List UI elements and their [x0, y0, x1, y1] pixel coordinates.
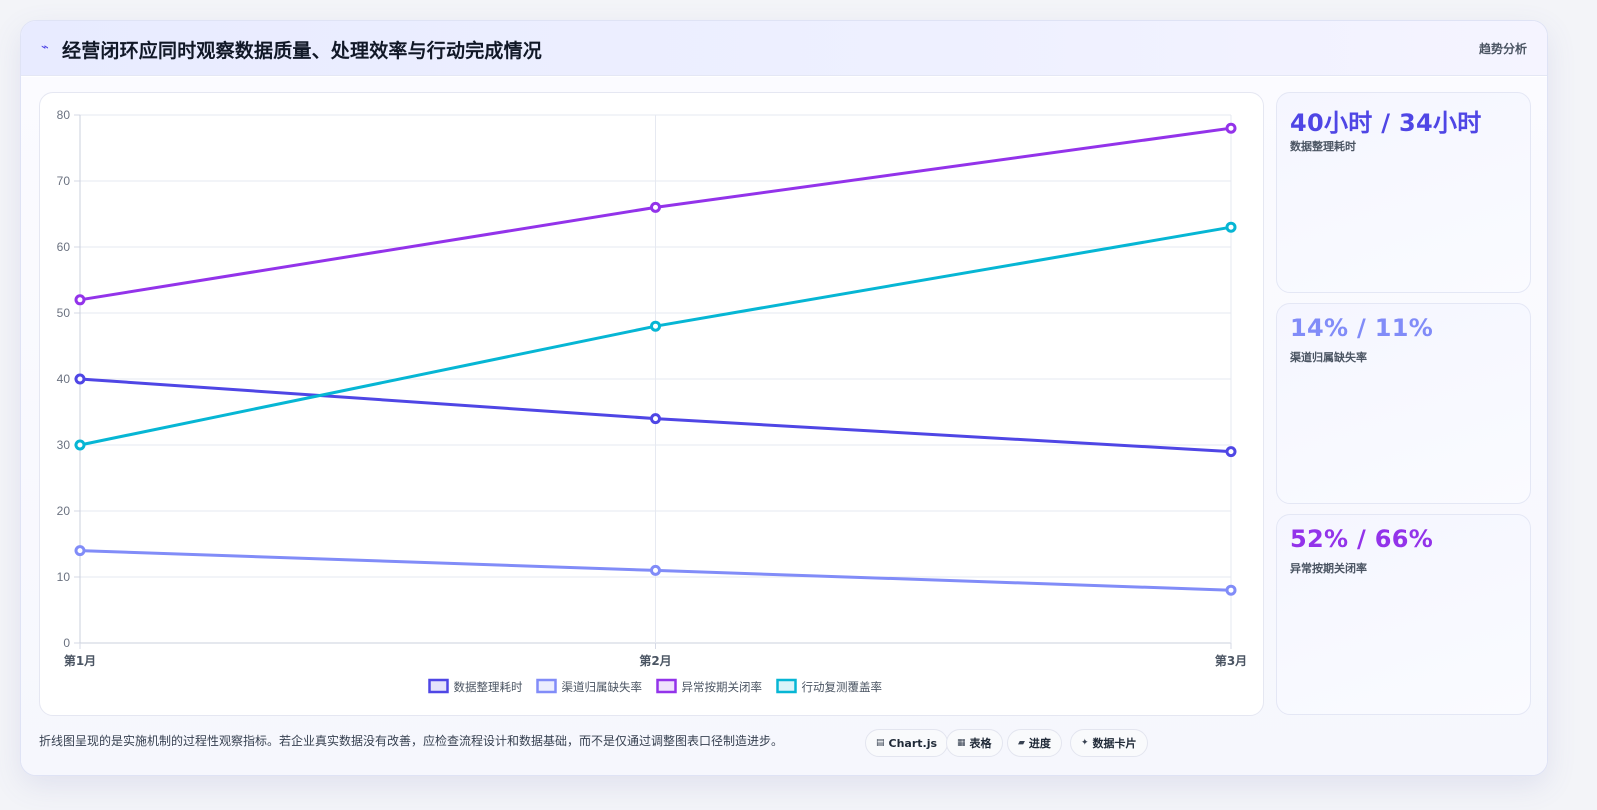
- data-point: [650, 413, 661, 425]
- card-title: 经营闭环应同时观察数据质量、处理效率与行动完成情况: [62, 40, 543, 62]
- line-chart-panel: 0 10 20 30 40 50 60 70 80 第1月 第2月 第3月数据整理耗时 渠道归属缺失率 异…: [39, 92, 1264, 716]
- sparkle-icon: ✦: [1081, 738, 1089, 748]
- legend-item: 渠道归属缺失率: [536, 678, 643, 694]
- data-point: [1225, 446, 1237, 458]
- progress-icon: ▰: [1018, 738, 1025, 748]
- y-tick-label: 50: [57, 306, 71, 320]
- data-point: [74, 439, 86, 451]
- y-tick-label: 0: [63, 636, 70, 650]
- y-tick-label: 60: [57, 240, 71, 254]
- legend-swatch: [536, 678, 557, 694]
- y-tick-label: 70: [57, 174, 71, 188]
- table-icon: ▦: [957, 738, 966, 748]
- legend-item: 行动复测覆盖率: [776, 678, 883, 694]
- data-point: [1225, 122, 1237, 134]
- lightning-icon: ⌁: [41, 40, 49, 55]
- kpi-value: 40小时 / 34小时: [1290, 109, 1482, 137]
- button-label: 进度: [1028, 737, 1051, 750]
- data-point: [74, 294, 86, 306]
- legend-label: 异常按期关闭率: [682, 680, 763, 694]
- legend-item: 异常按期关闭率: [656, 678, 763, 694]
- card-body: 0 10 20 30 40 50 60 70 80 第1月 第2月 第3月 数据整理耗时 渠道归属缺失率异…: [21, 77, 1547, 775]
- kpi-label: 渠道归属缺失率: [1290, 351, 1367, 364]
- data-point: [74, 373, 86, 385]
- legend-swatch: [776, 678, 797, 694]
- kpi-label: 数据整理耗时: [1290, 140, 1356, 153]
- kpi-card-channel-missing-rate: 14% / 11% 渠道归属缺失率: [1276, 303, 1531, 504]
- data-point: [1225, 221, 1237, 233]
- chart-footnote: 折线图呈现的是实施机制的过程性观察指标。若企业真实数据没有改善，应检查流程设计和…: [39, 734, 784, 748]
- chartjs-button[interactable]: ▤ Chart.js: [865, 729, 949, 757]
- chart-icon: ▤: [876, 738, 885, 748]
- dashboard-card: ⌁ 经营闭环应同时观察数据质量、处理效率与行动完成情况 趋势分析 0 10 20 30…: [20, 20, 1548, 776]
- table-button[interactable]: ▦ 表格: [946, 729, 1003, 757]
- data-point: [74, 545, 86, 557]
- kpi-value: 14% / 11%: [1290, 314, 1434, 342]
- y-tick-label: 30: [57, 438, 71, 452]
- x-tick-label: 第2月: [639, 653, 671, 668]
- kpi-card-data-prep-time: 40小时 / 34小时 数据整理耗时: [1276, 92, 1531, 293]
- data-card-button[interactable]: ✦ 数据卡片: [1070, 729, 1148, 757]
- trend-analysis-tag[interactable]: 趋势分析: [1478, 42, 1527, 56]
- button-label: 表格: [969, 737, 992, 750]
- kpi-value: 52% / 66%: [1290, 525, 1434, 553]
- y-tick-label: 80: [57, 108, 71, 122]
- y-tick-label: 20: [57, 504, 71, 518]
- data-point: [650, 564, 661, 576]
- button-label: 数据卡片: [1092, 737, 1137, 750]
- data-point: [650, 201, 661, 213]
- kpi-card-anomaly-close-rate: 52% / 66% 异常按期关闭率: [1276, 514, 1531, 715]
- legend-swatch: [656, 678, 677, 694]
- progress-button[interactable]: ▰ 进度: [1007, 729, 1062, 757]
- legend-label: 数据整理耗时: [454, 680, 523, 694]
- data-point: [1225, 584, 1237, 596]
- x-tick-label: 第1月: [64, 653, 96, 668]
- card-header: ⌁ 经营闭环应同时观察数据质量、处理效率与行动完成情况 趋势分析: [21, 21, 1547, 76]
- kpi-label: 异常按期关闭率: [1290, 562, 1367, 575]
- legend-item: 数据整理耗时: [428, 678, 523, 694]
- legend-label: 行动复测覆盖率: [802, 680, 883, 694]
- legend-label: 渠道归属缺失率: [562, 680, 643, 694]
- data-point: [650, 320, 661, 332]
- button-label: Chart.js: [888, 736, 938, 750]
- legend-swatch: [428, 678, 449, 694]
- y-tick-label: 40: [57, 372, 71, 386]
- y-tick-label: 10: [57, 570, 71, 584]
- x-tick-label: 第3月: [1215, 653, 1247, 668]
